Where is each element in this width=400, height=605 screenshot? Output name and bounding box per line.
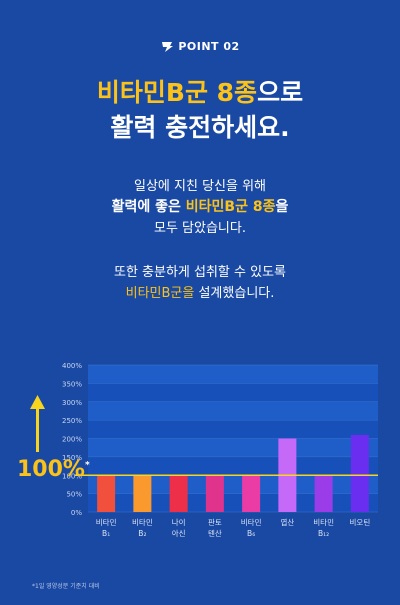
bar — [314, 475, 333, 512]
desc-line5-rest: 설계했습니다. — [194, 286, 275, 301]
desc-line3: 모두 담았습니다. — [154, 221, 246, 236]
bar — [350, 434, 369, 512]
lightning-icon — [162, 42, 174, 52]
desc-line5-highlight: 비타민B군을 — [125, 286, 195, 301]
chart-band — [88, 456, 378, 476]
desc-line2-pre: 활력에 좋은 — [111, 199, 186, 215]
x-tick-label: B₁₂ — [318, 529, 329, 538]
desc-line4: 또한 충분하게 섭취할 수 있도록 — [113, 265, 286, 280]
x-tick-label: 비타민 — [313, 517, 334, 527]
x-tick-label: 텐산 — [208, 528, 222, 538]
reference-value: 100% — [17, 457, 85, 482]
desc-line2-post: 을 — [275, 199, 289, 215]
desc-line2-highlight: 비타민B군 8종 — [185, 199, 276, 215]
x-tick-label: B₁ — [102, 529, 110, 538]
y-tick-label: 300% — [62, 399, 82, 407]
chart-band — [88, 493, 378, 512]
x-tick-label: 판토 — [208, 518, 222, 527]
y-tick-label: 350% — [62, 380, 82, 388]
x-tick-label: B₆ — [247, 529, 255, 538]
chart-area: 0% 50% 100% 150% 200% 250% 300% 350% 400% 비타민 B₁ 비타… — [0, 355, 400, 555]
x-tick-label: B₂ — [138, 529, 146, 538]
x-tick-label: 비오틴 — [350, 517, 371, 527]
chart-band — [88, 438, 378, 457]
y-tick-label: 50% — [66, 491, 82, 499]
headline-rest: 으로 — [257, 78, 304, 107]
x-tick-label: 엽산 — [280, 517, 294, 527]
chart-band — [88, 383, 378, 402]
x-tick-label: 아신 — [172, 528, 186, 538]
y-tick-label: 150% — [62, 454, 82, 462]
y-tick-label: 200% — [62, 436, 82, 444]
description: 일상에 지친 당신을 위해 활력에 좋은 비타민B군 8종을 모두 담았습니다. — [0, 176, 400, 239]
x-tick-label: 비타민 — [96, 517, 117, 527]
chart-band — [88, 420, 378, 439]
x-tick-label: 나이 — [172, 517, 186, 527]
y-tick-label: 400% — [62, 362, 82, 370]
point-badge: POINT 02 — [0, 40, 400, 53]
headline: 비타민B군 8종으로 활력 충전하세요. — [0, 75, 400, 145]
up-arrow-icon — [30, 395, 45, 409]
bar — [97, 475, 116, 512]
headline-line2: 활력 충전하세요. — [110, 113, 290, 142]
y-tick-label: 0% — [71, 509, 82, 517]
desc-line1: 일상에 지친 당신을 위해 — [134, 179, 266, 194]
bar — [242, 475, 261, 512]
description-2: 또한 충분하게 섭취할 수 있도록 비타민B군을 설계했습니다. — [0, 262, 400, 304]
chart-band — [88, 365, 378, 384]
reference-label: 100%* — [17, 457, 90, 482]
bar — [169, 475, 188, 512]
footnote: *1일 영양성분 기준치 대비 — [32, 583, 100, 590]
y-tick-label: 250% — [62, 417, 82, 425]
chart-band — [88, 475, 378, 494]
x-tick-label: 비타민 — [241, 517, 262, 527]
chart-band — [88, 401, 378, 421]
x-tick-label: 비타민 — [132, 517, 153, 527]
point-label: POINT 02 — [178, 40, 240, 53]
bar — [205, 475, 224, 512]
headline-highlight: 비타민B군 8종 — [96, 78, 258, 107]
bar-chart: 0% 50% 100% 150% 200% 250% 300% 350% 400% 비타민 B₁ 비타… — [30, 362, 378, 538]
bar — [133, 475, 152, 512]
reference-mark: * — [84, 460, 90, 471]
y-tick-label: 100% — [62, 472, 82, 480]
up-arrow-shaft — [36, 407, 39, 452]
